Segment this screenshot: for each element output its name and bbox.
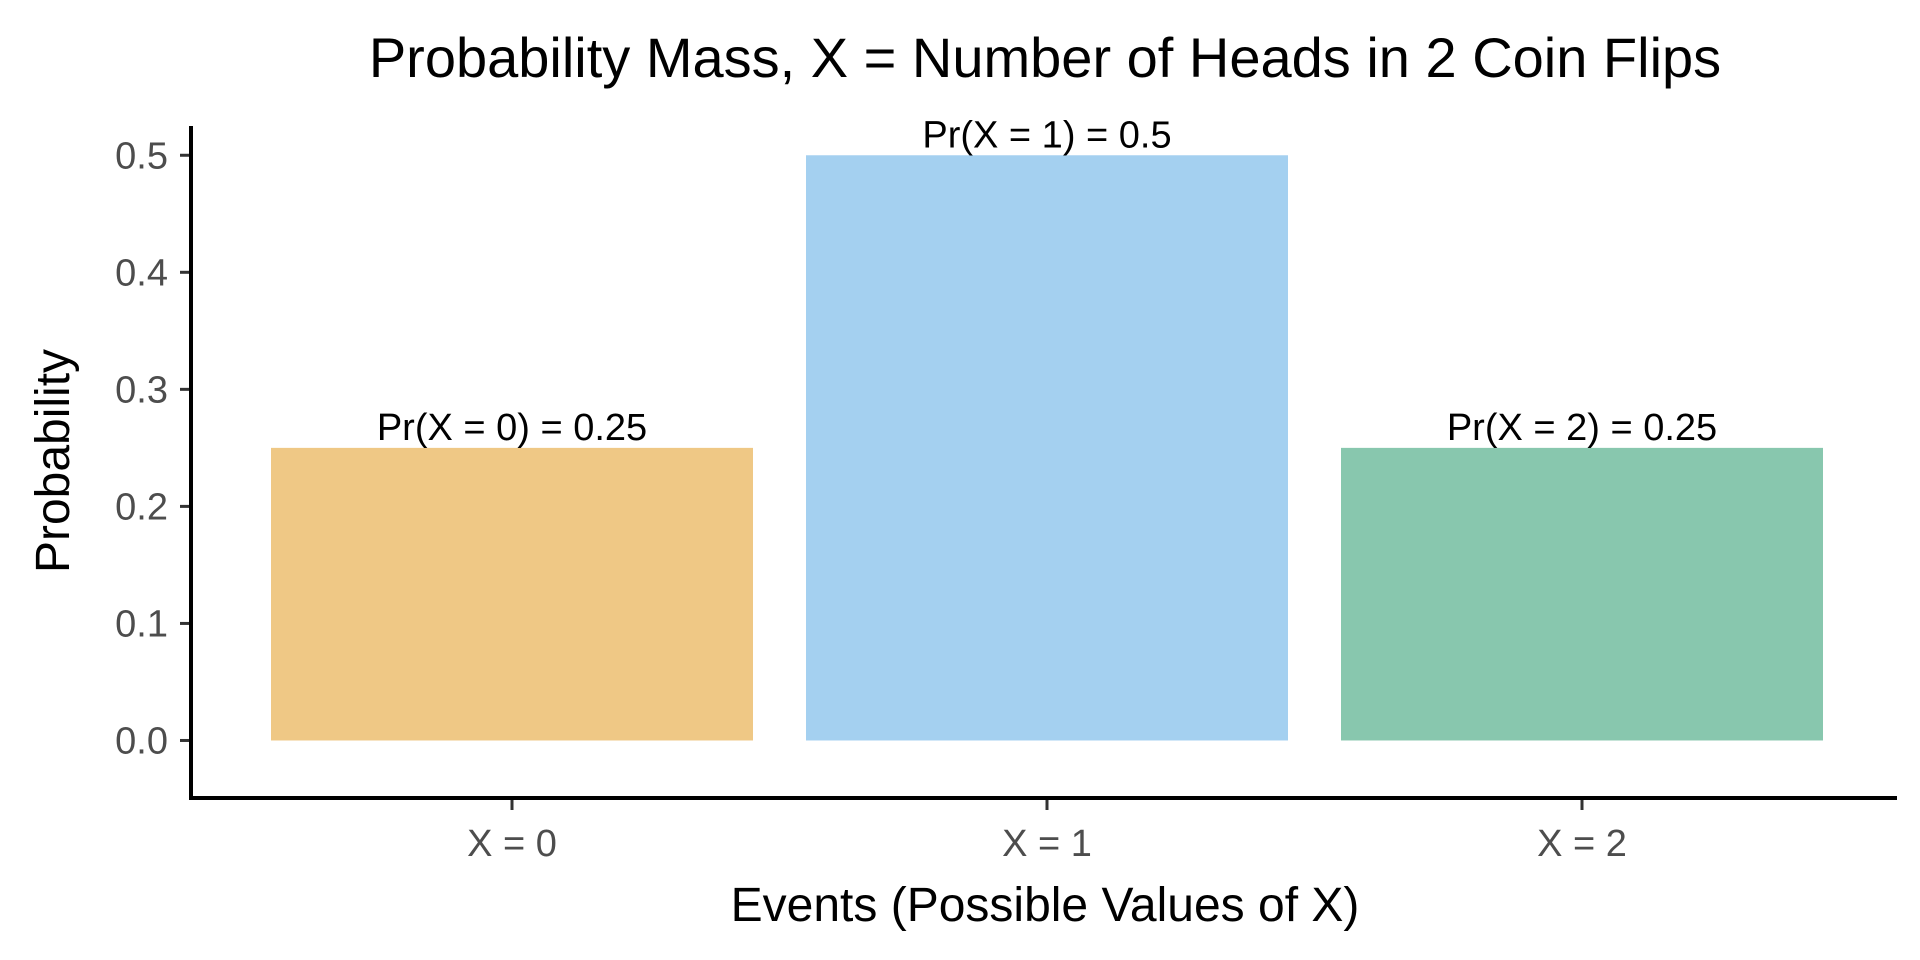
bar-2 <box>1341 447 1823 741</box>
y-tick-label-1: 0.1 <box>115 603 168 645</box>
x-tick-label-1: X = 1 <box>1002 823 1092 865</box>
chart-title: Probability Mass, X = Number of Heads in… <box>369 26 1721 89</box>
y-tick-label-2: 0.2 <box>115 486 168 528</box>
data-label-0: Pr(X = 0) = 0.25 <box>377 407 647 449</box>
bars-layer <box>271 155 1823 741</box>
y-axis-title: Probability <box>27 349 80 573</box>
bar-0 <box>271 447 753 741</box>
data-label-1: Pr(X = 1) = 0.5 <box>922 114 1171 156</box>
y-axis-ticks: 0.0 0.1 0.2 0.3 0.4 0.5 <box>115 135 191 762</box>
bar-1 <box>806 155 1288 741</box>
data-label-2: Pr(X = 2) = 0.25 <box>1447 407 1717 449</box>
x-axis-title: Events (Possible Values of X) <box>731 879 1360 932</box>
data-labels-layer: Pr(X = 0) = 0.25 Pr(X = 1) = 0.5 Pr(X = 2)… <box>377 114 1717 449</box>
y-tick-label-3: 0.3 <box>115 369 168 411</box>
y-tick-label-5: 0.5 <box>115 135 168 177</box>
x-tick-label-0: X = 0 <box>467 823 557 865</box>
x-tick-label-2: X = 2 <box>1537 823 1627 865</box>
y-tick-label-0: 0.0 <box>115 720 168 762</box>
y-tick-label-4: 0.4 <box>115 252 168 294</box>
x-axis-ticks: X = 0 X = 1 X = 2 <box>467 798 1627 865</box>
